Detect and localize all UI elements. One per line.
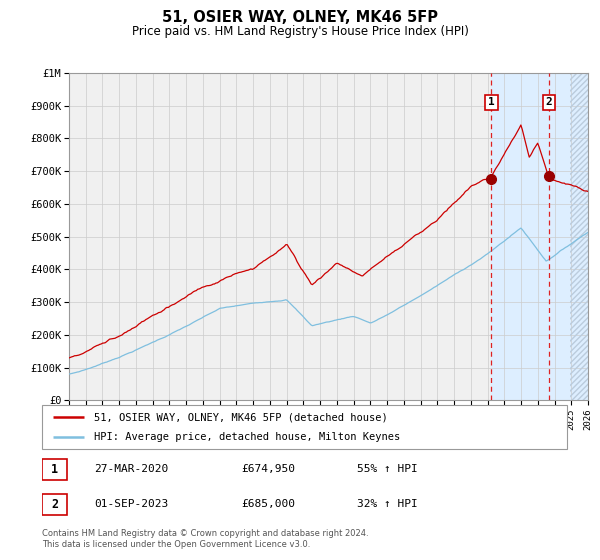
Text: 1: 1 [488, 97, 495, 108]
Text: 1: 1 [51, 463, 58, 476]
FancyBboxPatch shape [42, 459, 67, 480]
Text: 51, OSIER WAY, OLNEY, MK46 5FP: 51, OSIER WAY, OLNEY, MK46 5FP [162, 10, 438, 25]
Text: Price paid vs. HM Land Registry's House Price Index (HPI): Price paid vs. HM Land Registry's House … [131, 25, 469, 38]
Text: 32% ↑ HPI: 32% ↑ HPI [357, 500, 418, 510]
Bar [569, 73, 588, 400]
FancyBboxPatch shape [42, 494, 67, 515]
Text: 2: 2 [51, 498, 58, 511]
Text: Contains HM Land Registry data © Crown copyright and database right 2024.: Contains HM Land Registry data © Crown c… [42, 529, 368, 538]
Text: HPI: Average price, detached house, Milton Keynes: HPI: Average price, detached house, Milt… [95, 432, 401, 442]
Text: 2: 2 [545, 97, 553, 108]
Text: This data is licensed under the Open Government Licence v3.0.: This data is licensed under the Open Gov… [42, 540, 310, 549]
Text: 55% ↑ HPI: 55% ↑ HPI [357, 464, 418, 474]
Text: £685,000: £685,000 [241, 500, 296, 510]
Bar [491, 73, 588, 400]
Text: 51, OSIER WAY, OLNEY, MK46 5FP (detached house): 51, OSIER WAY, OLNEY, MK46 5FP (detached… [95, 412, 388, 422]
Text: 27-MAR-2020: 27-MAR-2020 [95, 464, 169, 474]
FancyBboxPatch shape [42, 405, 567, 449]
Text: 01-SEP-2023: 01-SEP-2023 [95, 500, 169, 510]
Text: £674,950: £674,950 [241, 464, 296, 474]
